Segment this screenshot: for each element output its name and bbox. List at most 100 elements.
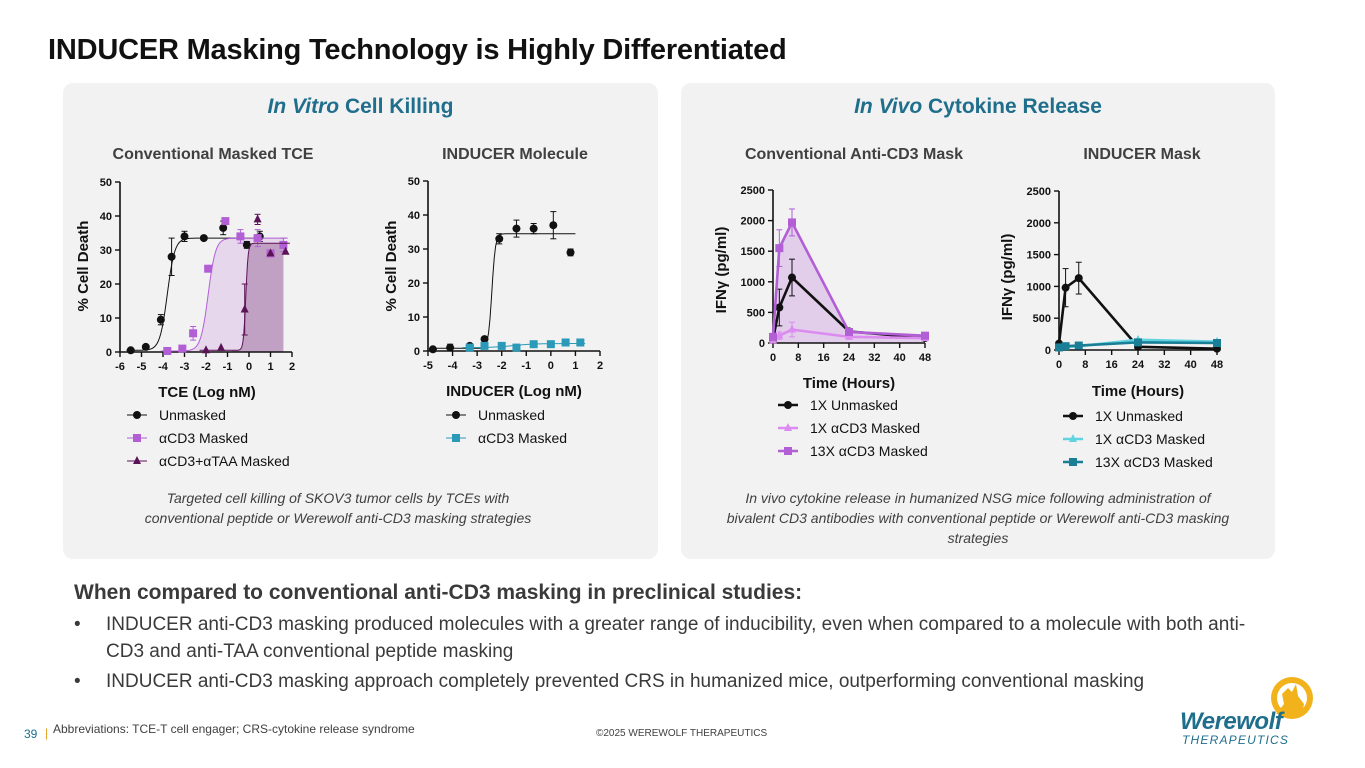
y-tick-label: 20 <box>408 278 420 290</box>
in-vitro-heading: In Vitro Cell Killing <box>267 95 454 118</box>
y-tick-label: 2500 <box>741 185 765 197</box>
data-point <box>189 329 198 338</box>
data-point <box>497 341 506 350</box>
x-tick-label: 48 <box>919 352 931 364</box>
in-vivo-panel <box>681 83 1275 559</box>
data-point <box>178 344 187 353</box>
x-tick-label: 24 <box>1132 359 1145 371</box>
legend-label: Unmasked <box>478 407 545 423</box>
fit-curve <box>435 233 576 349</box>
data-point <box>253 234 262 243</box>
x-tick-label: 16 <box>1106 359 1118 371</box>
legend-label: 1X αCD3 Masked <box>1095 431 1205 447</box>
x-tick-label: 1 <box>572 360 578 372</box>
data-point <box>566 248 575 257</box>
x-tick-label: -4 <box>448 360 459 372</box>
abbreviations-note: Abbreviations: TCE-T cell engager; CRS-c… <box>53 722 415 736</box>
data-point <box>529 340 538 349</box>
y-tick-label: 30 <box>100 245 112 257</box>
copyright: ©2025 WEREWOLF THERAPEUTICS <box>596 728 768 739</box>
data-point <box>446 343 455 352</box>
y-tick-label: 1000 <box>1027 281 1051 293</box>
data-point <box>775 330 784 339</box>
y-tick-label: 40 <box>100 211 112 223</box>
data-point <box>180 232 189 241</box>
legend-label: 1X αCD3 Masked <box>810 420 920 436</box>
data-point <box>1213 339 1221 348</box>
y-tick-label: 20 <box>100 279 112 291</box>
y-axis-label: IFNγ (pg/ml) <box>713 227 730 314</box>
bullet-item: • INDUCER anti-CD3 masking approach compl… <box>74 668 1274 695</box>
y-tick-label: 0 <box>1045 345 1051 357</box>
data-point <box>240 304 249 313</box>
y-tick-label: 1500 <box>1027 250 1051 262</box>
chart-title-inducer-mask: INDUCER Mask <box>1083 146 1201 163</box>
data-point <box>480 335 489 344</box>
data-point <box>141 342 150 351</box>
y-tick-label: 50 <box>100 177 112 189</box>
wolf-moon-icon <box>1271 677 1313 719</box>
x-tick-label: -3 <box>180 361 190 373</box>
y-tick-label: 40 <box>408 210 420 222</box>
x-tick-label: -2 <box>497 360 507 372</box>
data-point <box>202 345 210 354</box>
logo-subtitle: THERAPEUTICS <box>1182 733 1290 747</box>
data-point <box>788 324 796 333</box>
data-point <box>495 234 504 243</box>
x-tick-label: -2 <box>201 361 211 373</box>
data-point <box>512 224 521 233</box>
data-point <box>266 248 275 257</box>
data-point <box>546 340 555 349</box>
x-tick-label: 1 <box>267 361 273 373</box>
legend-marker <box>452 434 460 442</box>
y-tick-label: 1500 <box>741 246 765 258</box>
data-point <box>549 221 558 230</box>
y-tick-label: 500 <box>747 307 765 319</box>
data-point <box>156 315 165 324</box>
data-point <box>1134 338 1142 347</box>
legend-marker <box>1069 458 1077 466</box>
in-vivo-heading: In Vivo Cytokine Release <box>854 95 1102 118</box>
data-point <box>529 224 538 233</box>
chart-title-inducer-molecule: INDUCER Molecule <box>442 146 588 163</box>
data-point <box>167 252 176 261</box>
data-point <box>921 331 929 340</box>
x-tick-label: 0 <box>770 352 776 364</box>
x-tick-label: 32 <box>868 352 880 364</box>
legend-label: αCD3 Masked <box>478 430 567 446</box>
x-tick-label: 2 <box>289 361 295 373</box>
data-point <box>561 338 570 347</box>
summary-bullets: • INDUCER anti-CD3 masking produced molec… <box>74 611 1274 698</box>
x-axis-label: Time (Hours) <box>803 375 895 392</box>
data-point <box>236 232 245 241</box>
x-tick-label: 2 <box>597 360 603 372</box>
x-tick-label: -1 <box>521 360 531 372</box>
data-point <box>769 332 777 341</box>
y-tick-label: 1000 <box>741 277 765 289</box>
bullet-dot: • <box>74 671 81 692</box>
x-axis-label: TCE (Log nM) <box>158 384 255 401</box>
data-point <box>221 217 230 226</box>
x-tick-label: 16 <box>818 352 830 364</box>
slide-title: INDUCER Masking Technology is Highly Dif… <box>48 34 787 66</box>
y-tick-label: 0 <box>414 346 420 358</box>
data-point <box>219 223 228 232</box>
logo-word: Werewolf <box>1180 708 1283 735</box>
data-point <box>163 346 172 355</box>
page-number: 39 <box>24 727 38 741</box>
legend-marker <box>133 456 141 464</box>
cytokine-area-fill <box>773 222 925 343</box>
legend-marker <box>1069 412 1077 420</box>
data-point <box>775 303 784 312</box>
legend-marker <box>452 411 460 419</box>
bullet-item: • INDUCER anti-CD3 masking produced molec… <box>74 611 1274 665</box>
x-tick-label: 8 <box>795 352 801 364</box>
data-point <box>1061 283 1070 292</box>
summary-heading: When compared to conventional anti-CD3 m… <box>74 581 803 604</box>
in-vivo-caption: In vivo cytokine release in humanized NS… <box>726 490 1230 546</box>
y-tick-label: 2500 <box>1027 186 1051 198</box>
legend-label: 13X αCD3 Masked <box>1095 454 1213 470</box>
data-point <box>428 345 437 354</box>
werewolf-logo: Werewolf THERAPEUTICS <box>1180 676 1320 748</box>
data-point <box>1074 274 1083 283</box>
